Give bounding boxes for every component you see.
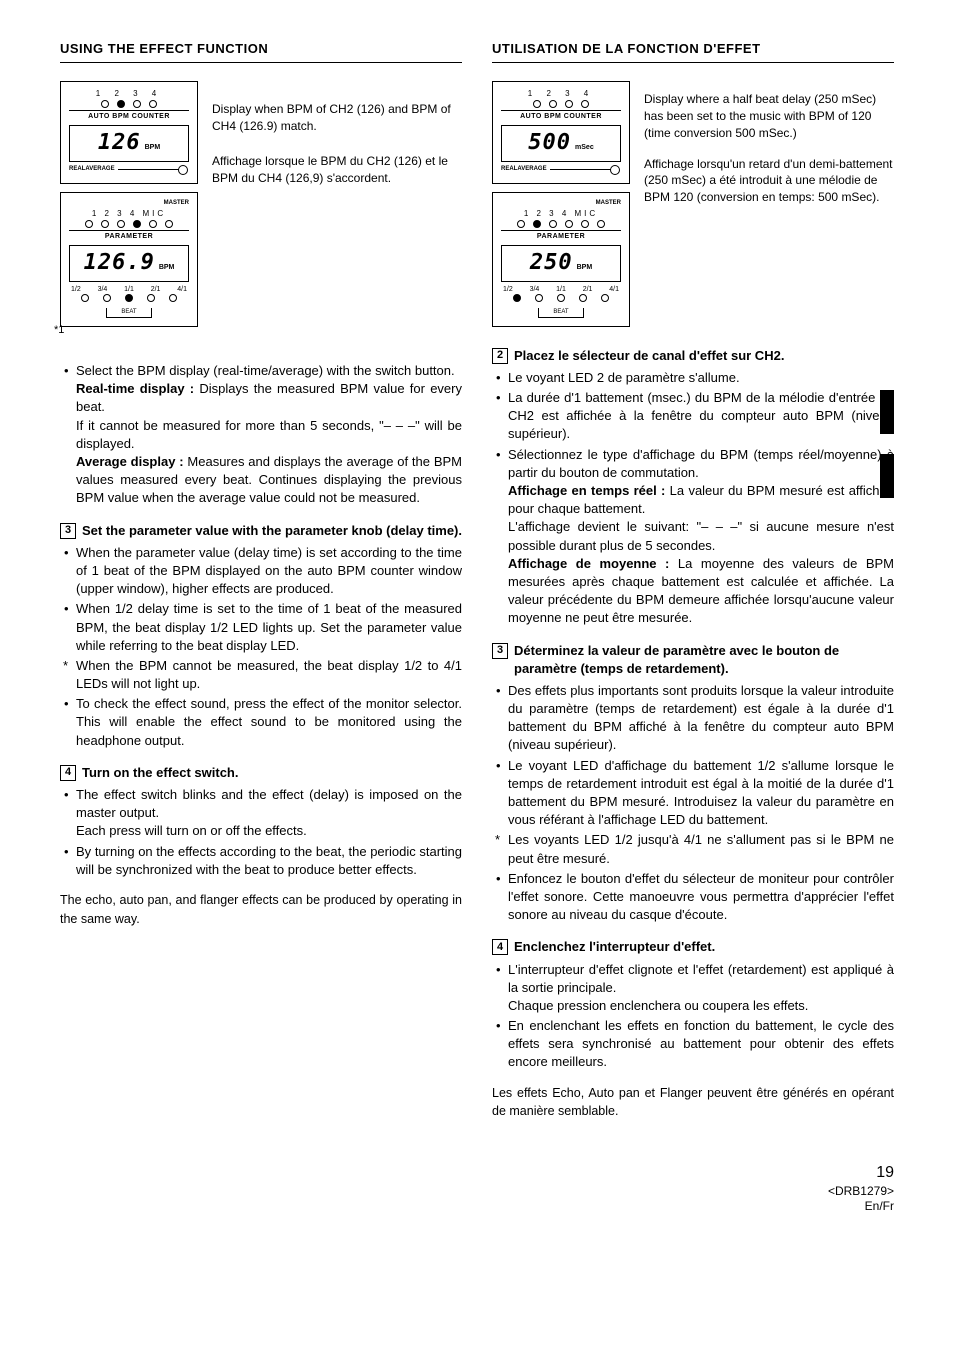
beat-leds: [69, 294, 189, 302]
panel-stack: 1 2 3 4 AUTO BPM COUNTER 126 BPM REAL AV…: [60, 81, 198, 342]
segment-display: 250 BPM: [501, 245, 621, 282]
list-item: To check the effect sound, press the eff…: [60, 695, 462, 750]
list-item: Le voyant LED d'affichage du battement 1…: [492, 757, 894, 830]
real-average-slider: REAL AVERAGE: [69, 165, 189, 173]
segment-display: 126.9 BPM: [69, 245, 189, 282]
sub-text: Average display : Measures and displays …: [76, 453, 462, 508]
channel-numbers: 1 2 3 4 MIC: [69, 208, 189, 219]
channel-leds: [501, 100, 621, 108]
caption-fr: Affichage lorsqu'un retard d'un demi-bat…: [644, 156, 894, 206]
list-item: En enclenchant les effets en fonction du…: [492, 1017, 894, 1072]
list-item: When the parameter value (delay time) is…: [60, 544, 462, 599]
seg-unit: BPM: [577, 263, 593, 273]
step-3-heading: 3 Set the parameter value with the param…: [60, 522, 462, 540]
list-item: Des effets plus importants sont produits…: [492, 682, 894, 755]
seg-value: 126: [98, 128, 141, 159]
step-number-icon: 4: [492, 939, 508, 955]
closing-text: The echo, auto pan, and flanger effects …: [60, 891, 462, 927]
page-columns: USING THE EFFECT FUNCTION 1 2 3 4 AUTO B…: [60, 40, 894, 1133]
step-2-heading: 2 Placez le sélecteur de canal d'effet s…: [492, 347, 894, 365]
sub-text: If it cannot be measured for more than 5…: [76, 417, 462, 453]
lang-indicator: En/Fr: [60, 1199, 894, 1215]
list-item: Select the BPM display (real-time/averag…: [60, 362, 462, 508]
step-3-list: Des effets plus importants sont produits…: [492, 682, 894, 924]
bpm-counter-panel: 1 2 3 4 AUTO BPM COUNTER 126 BPM REAL AV…: [60, 81, 198, 184]
sub-text: Real-time display : Displays the measure…: [76, 380, 462, 416]
list-item: When the BPM cannot be measured, the bea…: [60, 657, 462, 693]
channel-numbers: 1 2 3 4: [69, 88, 189, 99]
page-number: 19: [60, 1163, 894, 1184]
parameter-panel: MASTER 1 2 3 4 MIC PARAMETER 126.9 BPM 1…: [60, 192, 198, 326]
list-item: The effect switch blinks and the effect …: [60, 786, 462, 841]
beat-leds: [501, 294, 621, 302]
beat-fractions: 1/23/41/12/14/1: [69, 285, 189, 295]
list-item: Sélectionnez le type d'affichage du BPM …: [492, 446, 894, 628]
caption-en: Display where a half beat delay (250 mSe…: [644, 91, 894, 141]
step-number-icon: 3: [60, 523, 76, 539]
panel-label: PARAMETER: [501, 230, 621, 242]
bpm-counter-panel: 1 2 3 4 AUTO BPM COUNTER 500 mSec REAL A…: [492, 81, 630, 184]
channel-numbers: 1 2 3 4: [501, 88, 621, 99]
parameter-leds: [69, 220, 189, 228]
display-caption: Display where a half beat delay (250 mSe…: [644, 81, 894, 206]
step-4-list: L'interrupteur d'effet clignote et l'eff…: [492, 961, 894, 1072]
step-number-icon: 2: [492, 348, 508, 364]
display-caption: Display when BPM of CH2 (126) and BPM of…: [212, 81, 462, 186]
step-2-list: Le voyant LED 2 de paramètre s'allume. La…: [492, 369, 894, 628]
list-item: Les voyants LED 1/2 jusqu'à 4/1 ne s'all…: [492, 831, 894, 867]
step-3-heading: 3 Déterminez la valeur de paramètre avec…: [492, 642, 894, 678]
list-item: Enfoncez le bouton d'effet du sélecteur …: [492, 870, 894, 925]
parameter-panel: MASTER 1 2 3 4 MIC PARAMETER 250 BPM 1/2…: [492, 192, 630, 326]
panel-label: PARAMETER: [69, 230, 189, 242]
page-footer: 19 <DRB1279> En/Fr: [60, 1163, 894, 1215]
step-4-heading: 4 Turn on the effect switch.: [60, 764, 462, 782]
right-column: UTILISATION DE LA FONCTION D'EFFET 1 2 3…: [492, 40, 894, 1133]
step-number-icon: 3: [492, 643, 508, 659]
beat-label: BEAT: [538, 308, 583, 317]
caption-en: Display when BPM of CH2 (126) and BPM of…: [212, 101, 462, 135]
segment-display: 500 mSec: [501, 125, 621, 162]
panel-stack: 1 2 3 4 AUTO BPM COUNTER 500 mSec REAL A…: [492, 81, 630, 327]
divider: [60, 62, 462, 63]
doc-ref: <DRB1279>: [60, 1184, 894, 1200]
footnote-marker: *1: [54, 323, 192, 338]
closing-text: Les effets Echo, Auto pan et Flanger peu…: [492, 1084, 894, 1120]
parameter-leds: [501, 220, 621, 228]
seg-value: 250: [530, 248, 573, 279]
display-row-1: 1 2 3 4 AUTO BPM COUNTER 500 mSec REAL A…: [492, 81, 894, 327]
seg-unit: mSec: [575, 143, 594, 153]
step-3-list: When the parameter value (delay time) is…: [60, 544, 462, 750]
section-title-right: UTILISATION DE LA FONCTION D'EFFET: [492, 40, 894, 58]
seg-unit: BPM: [159, 263, 175, 273]
panel-label: AUTO BPM COUNTER: [501, 110, 621, 122]
panel-label: AUTO BPM COUNTER: [69, 110, 189, 122]
segment-display: 126 BPM: [69, 125, 189, 162]
display-row-1: 1 2 3 4 AUTO BPM COUNTER 126 BPM REAL AV…: [60, 81, 462, 342]
real-average-slider: REAL AVERAGE: [501, 165, 621, 173]
step-number-icon: 4: [60, 765, 76, 781]
channel-numbers: 1 2 3 4 MIC: [501, 208, 621, 219]
list-item: When 1/2 delay time is set to the time o…: [60, 600, 462, 655]
seg-value: 500: [528, 128, 571, 159]
step-4-heading: 4 Enclenchez l'interrupteur d'effet.: [492, 938, 894, 956]
list-item: La durée d'1 battement (msec.) du BPM de…: [492, 389, 894, 444]
left-column: USING THE EFFECT FUNCTION 1 2 3 4 AUTO B…: [60, 40, 462, 1133]
list-item: L'interrupteur d'effet clignote et l'eff…: [492, 961, 894, 1016]
step-4-list: The effect switch blinks and the effect …: [60, 786, 462, 879]
caption-fr: Affichage lorsque le BPM du CH2 (126) et…: [212, 153, 462, 187]
list-item: Le voyant LED 2 de paramètre s'allume.: [492, 369, 894, 387]
divider: [492, 62, 894, 63]
bullets-bpm-display: Select the BPM display (real-time/averag…: [60, 362, 462, 508]
seg-unit: BPM: [145, 143, 161, 153]
beat-fractions: 1/23/41/12/14/1: [501, 285, 621, 295]
section-title-left: USING THE EFFECT FUNCTION: [60, 40, 462, 58]
list-item: By turning on the effects according to t…: [60, 843, 462, 879]
seg-value: 126.9: [84, 248, 155, 279]
beat-label: BEAT: [106, 308, 151, 317]
channel-leds: [69, 100, 189, 108]
